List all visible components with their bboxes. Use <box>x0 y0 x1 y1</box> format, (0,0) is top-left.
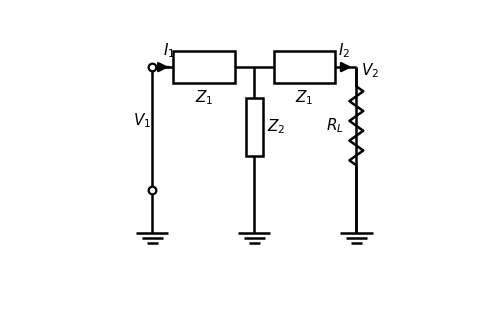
Text: $V_2$: $V_2$ <box>361 61 379 80</box>
Text: $Z_1$: $Z_1$ <box>195 88 214 107</box>
Bar <box>246 98 263 156</box>
Bar <box>274 51 335 83</box>
Text: $I_1$: $I_1$ <box>163 41 175 60</box>
Text: $Z_1$: $Z_1$ <box>295 88 314 107</box>
Text: $R_L$: $R_L$ <box>326 116 344 135</box>
Text: $V_1$: $V_1$ <box>133 112 151 130</box>
Text: $Z_2$: $Z_2$ <box>267 117 285 136</box>
Text: $I_2$: $I_2$ <box>338 41 350 60</box>
Bar <box>174 51 235 83</box>
